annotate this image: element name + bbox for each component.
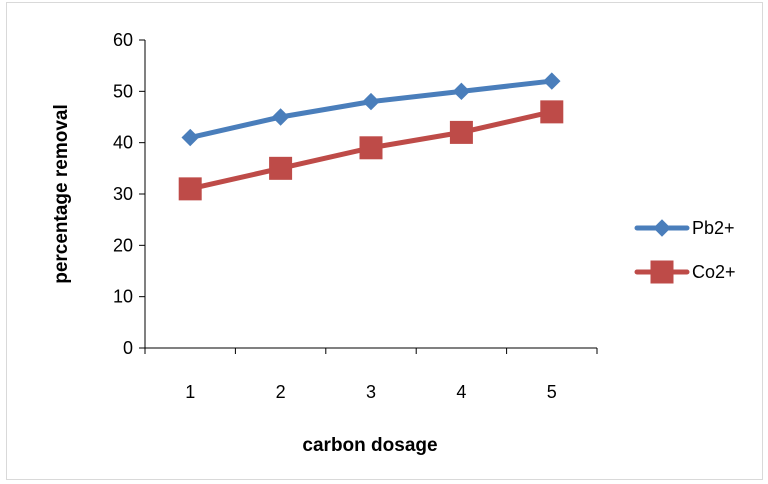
x-tick-label: 3 <box>366 382 376 402</box>
x-tick-label: 5 <box>547 382 557 402</box>
series-2 <box>178 100 564 201</box>
x-tick-label: 1 <box>185 382 195 402</box>
y-axis-title: percentage removal <box>51 104 72 284</box>
square-marker <box>178 177 202 201</box>
y-tick-label: 60 <box>113 30 133 50</box>
x-ticks: 1 2 3 4 5 <box>144 348 598 402</box>
diamond-marker <box>362 92 380 111</box>
x-tick-label: 2 <box>276 382 286 402</box>
y-tick-label: 30 <box>113 184 133 204</box>
diamond-marker <box>181 128 199 147</box>
square-marker <box>269 156 293 180</box>
y-tick-label: 10 <box>113 287 133 307</box>
axes <box>144 40 597 349</box>
y-tick-label: 40 <box>113 133 133 153</box>
x-tick-label: 4 <box>456 382 466 402</box>
legend: Pb2+ Co2+ <box>634 218 736 284</box>
y-ticks: 0 10 20 30 40 50 60 <box>113 30 145 358</box>
square-marker <box>449 120 473 144</box>
x-axis-title: carbon dosage <box>302 435 437 456</box>
diamond-marker <box>452 82 471 101</box>
legend-label: Pb2+ <box>692 218 735 238</box>
square-marker <box>359 136 383 160</box>
series-layer <box>178 72 564 201</box>
y-tick-label: 20 <box>113 235 133 255</box>
square-marker <box>540 100 564 124</box>
legend-item-2: Co2+ <box>634 260 736 284</box>
diamond-marker <box>271 108 290 126</box>
y-tick-label: 0 <box>123 338 133 358</box>
y-tick-label: 50 <box>113 81 133 101</box>
diamond-marker <box>653 219 671 237</box>
series-1 <box>181 72 561 147</box>
chart-frame <box>6 2 763 480</box>
legend-label: Co2+ <box>692 262 736 282</box>
diamond-marker <box>543 72 561 90</box>
legend-item-1: Pb2+ <box>634 218 735 238</box>
square-marker <box>650 260 674 284</box>
